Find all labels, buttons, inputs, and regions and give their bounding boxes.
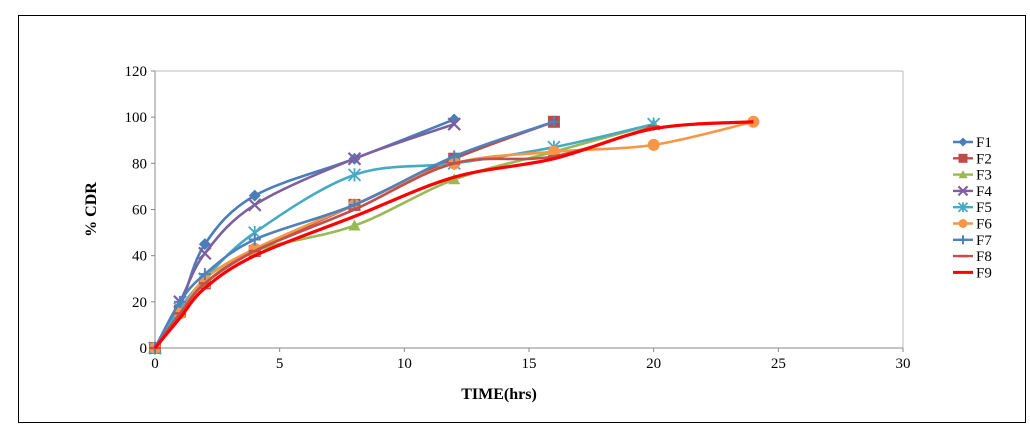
legend-label: F4 [976,184,992,200]
y-tick-label: 40 [132,249,147,265]
x-tick-label: 0 [151,356,159,372]
data-point-f4 [198,246,212,261]
y-tick-label: 80 [132,156,147,172]
legend-item-f5: F5 [953,200,992,216]
x-tick-label: 20 [646,356,661,372]
series-line-f9 [153,120,754,350]
x-tick-label: 10 [397,356,412,372]
y-tick-label: 100 [125,110,148,126]
x-tick-label: 30 [896,356,911,372]
legend-item-f7: F7 [953,233,992,249]
data-point-f7 [173,295,186,308]
legend-item-f2: F2 [953,151,992,167]
series-f9 [153,120,754,350]
legend-label: F6 [976,217,992,233]
series-line-f3 [153,122,655,349]
data-point-f7 [547,115,560,128]
data-point-f4 [247,198,262,212]
legend-item-f4: F4 [953,184,992,200]
legend-label: F9 [976,265,992,281]
legend-label: F7 [976,233,992,249]
plot-axes [151,70,904,352]
data-point-f5 [347,168,362,182]
x-tick-label: 25 [771,356,786,372]
legend-marker [958,153,968,163]
legend-marker [958,235,968,245]
legend-item-f9: F9 [953,265,992,281]
data-point-f6 [647,138,660,151]
data-point-f7 [198,268,211,281]
chart-frame: 0 20 40 60 80 100 120 0 5 10 15 20 25 30 % CDR TIME(… [18,15,1026,423]
legend-marker [958,137,968,147]
data-point-f3 [448,173,461,185]
legend-item-f8: F8 [953,249,992,265]
series-f3 [149,118,660,353]
legend-label: F2 [976,151,992,167]
series-f5 [148,117,661,355]
legend-marker [957,202,969,213]
y-axis-title: % CDR [83,182,100,237]
x-tick-labels: 0 5 10 15 20 25 30 [151,356,910,372]
legend-marker [958,219,968,228]
legend-label: F5 [976,200,992,216]
y-tick-label: 20 [132,295,147,311]
legend-item-f3: F3 [953,168,992,184]
series-line-f7 [153,120,555,349]
y-tick-label: 120 [125,64,148,80]
series-line-f5 [153,122,654,349]
y-tick-label: 60 [132,203,147,219]
legend-item-f6: F6 [953,217,992,233]
data-point-f3 [348,219,361,231]
series-line-f8 [153,125,655,349]
data-point-f7 [248,233,261,246]
data-point-f1 [198,238,211,251]
data-point-f1 [248,189,261,202]
series-f8 [149,125,660,350]
x-tick-label: 5 [276,356,284,372]
y-tick-label: 0 [140,341,148,357]
chart-svg: 0 20 40 60 80 100 120 0 5 10 15 20 25 30 % CDR TIME(… [83,64,992,403]
legend-item-f1: F1 [953,135,992,151]
legend-marker [957,185,969,197]
x-tick-label: 15 [522,356,537,372]
series-layer [148,113,760,355]
legend-label: F3 [976,168,992,184]
legend-marker [958,170,968,179]
data-point-f4 [347,151,362,166]
y-tick-labels: 0 20 40 60 80 100 120 [125,64,148,357]
x-axis-title: TIME(hrs) [461,386,537,403]
legend-label: F8 [976,249,992,265]
series-f7 [149,115,560,354]
legend-label: F1 [976,135,992,151]
data-point-f4 [447,117,461,131]
data-point-f7 [448,150,461,163]
